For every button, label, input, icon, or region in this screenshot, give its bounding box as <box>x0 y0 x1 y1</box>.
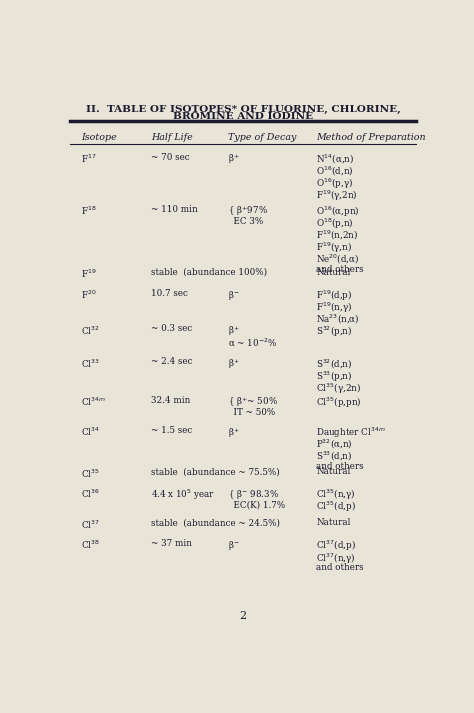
Text: F$^{19}$(d,p): F$^{19}$(d,p) <box>316 289 353 303</box>
Text: ~ 0.3 sec: ~ 0.3 sec <box>151 324 192 334</box>
Text: Natural: Natural <box>316 518 351 527</box>
Text: ~ 110 min: ~ 110 min <box>151 205 198 214</box>
Text: O$^{16}$(d,n): O$^{16}$(d,n) <box>316 165 354 178</box>
Text: { β$^{-}$ 98.3%: { β$^{-}$ 98.3% <box>228 488 279 501</box>
Text: IT ~ 50%: IT ~ 50% <box>228 408 275 417</box>
Text: F$^{19}$(n,2n): F$^{19}$(n,2n) <box>316 229 358 242</box>
Text: S$^{32}$(p,n): S$^{32}$(p,n) <box>316 324 353 339</box>
Text: 4.4 x 10$^{5}$ year: 4.4 x 10$^{5}$ year <box>151 488 215 503</box>
Text: Cl$^{32}$: Cl$^{32}$ <box>82 324 100 337</box>
Text: BROMINE AND IODINE: BROMINE AND IODINE <box>173 113 313 121</box>
Text: and others: and others <box>316 462 364 471</box>
Text: β$^{+}$: β$^{+}$ <box>228 426 240 440</box>
Text: N$^{14}$(α,n): N$^{14}$(α,n) <box>316 153 355 166</box>
Text: ~ 1.5 sec: ~ 1.5 sec <box>151 426 192 435</box>
Text: Cl$^{34m}$: Cl$^{34m}$ <box>82 396 106 408</box>
Text: and others: and others <box>316 563 364 573</box>
Text: stable  (abundance 100%): stable (abundance 100%) <box>151 268 267 277</box>
Text: 10.7 sec: 10.7 sec <box>151 289 188 298</box>
Text: Cl$^{37}$(n,γ): Cl$^{37}$(n,γ) <box>316 551 356 565</box>
Text: O$^{16}$(p,γ): O$^{16}$(p,γ) <box>316 177 354 191</box>
Text: F$^{19}$(γ,2n): F$^{19}$(γ,2n) <box>316 189 358 203</box>
Text: O$^{18}$(p,n): O$^{18}$(p,n) <box>316 217 354 231</box>
Text: P$^{32}$(α,n): P$^{32}$(α,n) <box>316 438 353 451</box>
Text: Type of Decay: Type of Decay <box>228 133 297 143</box>
Text: ~ 70 sec: ~ 70 sec <box>151 153 190 162</box>
Text: { β$^{+}$97%: { β$^{+}$97% <box>228 205 268 218</box>
Text: Natural: Natural <box>316 467 351 476</box>
Text: Cl$^{35}$(p,pn): Cl$^{35}$(p,pn) <box>316 396 362 410</box>
Text: Cl$^{35}$: Cl$^{35}$ <box>82 467 100 480</box>
Text: EC 3%: EC 3% <box>228 217 264 226</box>
Text: β$^{-}$: β$^{-}$ <box>228 289 240 302</box>
Text: F$^{17}$: F$^{17}$ <box>82 153 97 165</box>
Text: ~ 2.4 sec: ~ 2.4 sec <box>151 357 192 366</box>
Text: Cl$^{38}$: Cl$^{38}$ <box>82 539 100 551</box>
Text: 2: 2 <box>239 611 246 621</box>
Text: Cl$^{35}$(d,p): Cl$^{35}$(d,p) <box>316 500 356 515</box>
Text: O$^{16}$(α,pn): O$^{16}$(α,pn) <box>316 205 360 219</box>
Text: Daughter Cl$^{34m}$: Daughter Cl$^{34m}$ <box>316 426 386 441</box>
Text: stable  (abundance ~ 24.5%): stable (abundance ~ 24.5%) <box>151 518 280 527</box>
Text: EC(K) 1.7%: EC(K) 1.7% <box>228 500 285 509</box>
Text: α ~ 10$^{-2}$%: α ~ 10$^{-2}$% <box>228 337 277 348</box>
Text: Isotope: Isotope <box>82 133 117 143</box>
Text: Natural: Natural <box>316 268 351 277</box>
Text: F$^{18}$: F$^{18}$ <box>82 205 97 217</box>
Text: Cl$^{36}$: Cl$^{36}$ <box>82 488 100 501</box>
Text: Cl$^{35}$(n,γ): Cl$^{35}$(n,γ) <box>316 488 356 503</box>
Text: Method of Preparation: Method of Preparation <box>316 133 426 143</box>
Text: Half Life: Half Life <box>151 133 193 143</box>
Text: 32.4 min: 32.4 min <box>151 396 191 405</box>
Text: Cl$^{34}$: Cl$^{34}$ <box>82 426 100 438</box>
Text: { β$^{+}$~ 50%: { β$^{+}$~ 50% <box>228 396 278 409</box>
Text: Cl$^{37}$: Cl$^{37}$ <box>82 518 100 530</box>
Text: Cl$^{33}$: Cl$^{33}$ <box>82 357 100 370</box>
Text: F$^{19}$: F$^{19}$ <box>82 268 97 280</box>
Text: Cl$^{37}$(d,p): Cl$^{37}$(d,p) <box>316 539 356 553</box>
Text: Cl$^{35}$(γ,2n): Cl$^{35}$(γ,2n) <box>316 381 362 396</box>
Text: F$^{20}$: F$^{20}$ <box>82 289 97 301</box>
Text: Ne$^{20}$(d,α): Ne$^{20}$(d,α) <box>316 253 360 267</box>
Text: S$^{33}$(d,n): S$^{33}$(d,n) <box>316 450 353 463</box>
Text: S$^{33}$(p,n): S$^{33}$(p,n) <box>316 369 353 384</box>
Text: F$^{19}$(n,γ): F$^{19}$(n,γ) <box>316 301 353 315</box>
Text: β$^{+}$: β$^{+}$ <box>228 153 240 166</box>
Text: stable  (abundance ~ 75.5%): stable (abundance ~ 75.5%) <box>151 467 280 476</box>
Text: β$^{+}$: β$^{+}$ <box>228 357 240 371</box>
Text: F$^{19}$(γ,n): F$^{19}$(γ,n) <box>316 241 353 255</box>
Text: and others: and others <box>316 265 364 274</box>
Text: β$^{-}$: β$^{-}$ <box>228 539 240 552</box>
Text: II.  TABLE OF ISOTOPES* OF FLUORINE, CHLORINE,: II. TABLE OF ISOTOPES* OF FLUORINE, CHLO… <box>85 105 401 114</box>
Text: β$^{+}$: β$^{+}$ <box>228 324 240 338</box>
Text: S$^{32}$(d,n): S$^{32}$(d,n) <box>316 357 353 371</box>
Text: ~ 37 min: ~ 37 min <box>151 539 192 548</box>
Text: Na$^{23}$(n,α): Na$^{23}$(n,α) <box>316 313 360 326</box>
